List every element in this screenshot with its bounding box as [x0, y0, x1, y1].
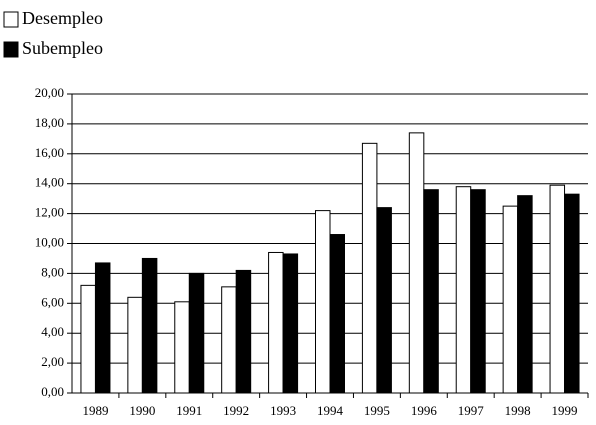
- y-tick-label: 18,00: [35, 115, 64, 130]
- bar: [315, 210, 331, 394]
- bar: [549, 184, 566, 394]
- bar: [174, 301, 190, 394]
- bar: [455, 186, 472, 394]
- y-tick-label: 2,00: [41, 354, 64, 369]
- legend-label: Subempleo: [22, 38, 103, 58]
- y-tick-label: 10,00: [35, 234, 64, 249]
- x-tick-label: 1997: [458, 403, 485, 418]
- bar: [376, 207, 392, 394]
- x-tick-label: 1992: [223, 403, 249, 418]
- legend-swatch: [3, 41, 19, 58]
- bar: [80, 284, 96, 394]
- x-tick-label: 1989: [82, 403, 108, 418]
- bar: [470, 189, 486, 394]
- bar: [564, 193, 580, 394]
- bar: [282, 253, 299, 394]
- y-tick-label: 4,00: [41, 324, 64, 339]
- bar: [188, 272, 205, 394]
- bar: [141, 257, 158, 394]
- y-tick-label: 6,00: [41, 294, 64, 309]
- x-tick-label: 1991: [176, 403, 202, 418]
- bar: [221, 286, 237, 394]
- x-tick-label: 1995: [364, 403, 390, 418]
- x-tick-label: 1990: [129, 403, 155, 418]
- x-tick-label: 1999: [552, 403, 578, 418]
- bar: [517, 195, 533, 394]
- bar: [502, 205, 519, 394]
- bar: [361, 142, 378, 394]
- x-tick-label: 1998: [505, 403, 531, 418]
- y-tick-label: 0,00: [41, 384, 64, 399]
- legend-label: Desempleo: [22, 8, 103, 28]
- bar: [329, 234, 345, 394]
- bar: [408, 132, 425, 394]
- bar: [423, 189, 439, 394]
- bar: [268, 251, 284, 394]
- y-tick-label: 12,00: [35, 205, 64, 220]
- x-tick-label: 1993: [270, 403, 296, 418]
- bar: [94, 262, 111, 394]
- bar: [235, 269, 252, 394]
- legend-swatch: [3, 11, 19, 28]
- y-tick-label: 16,00: [35, 145, 64, 160]
- y-tick-label: 20,00: [35, 85, 64, 100]
- bar: [127, 296, 143, 394]
- x-tick-label: 1996: [411, 403, 438, 418]
- y-tick-label: 8,00: [41, 264, 64, 279]
- x-tick-label: 1994: [317, 403, 344, 418]
- y-tick-label: 14,00: [35, 175, 64, 190]
